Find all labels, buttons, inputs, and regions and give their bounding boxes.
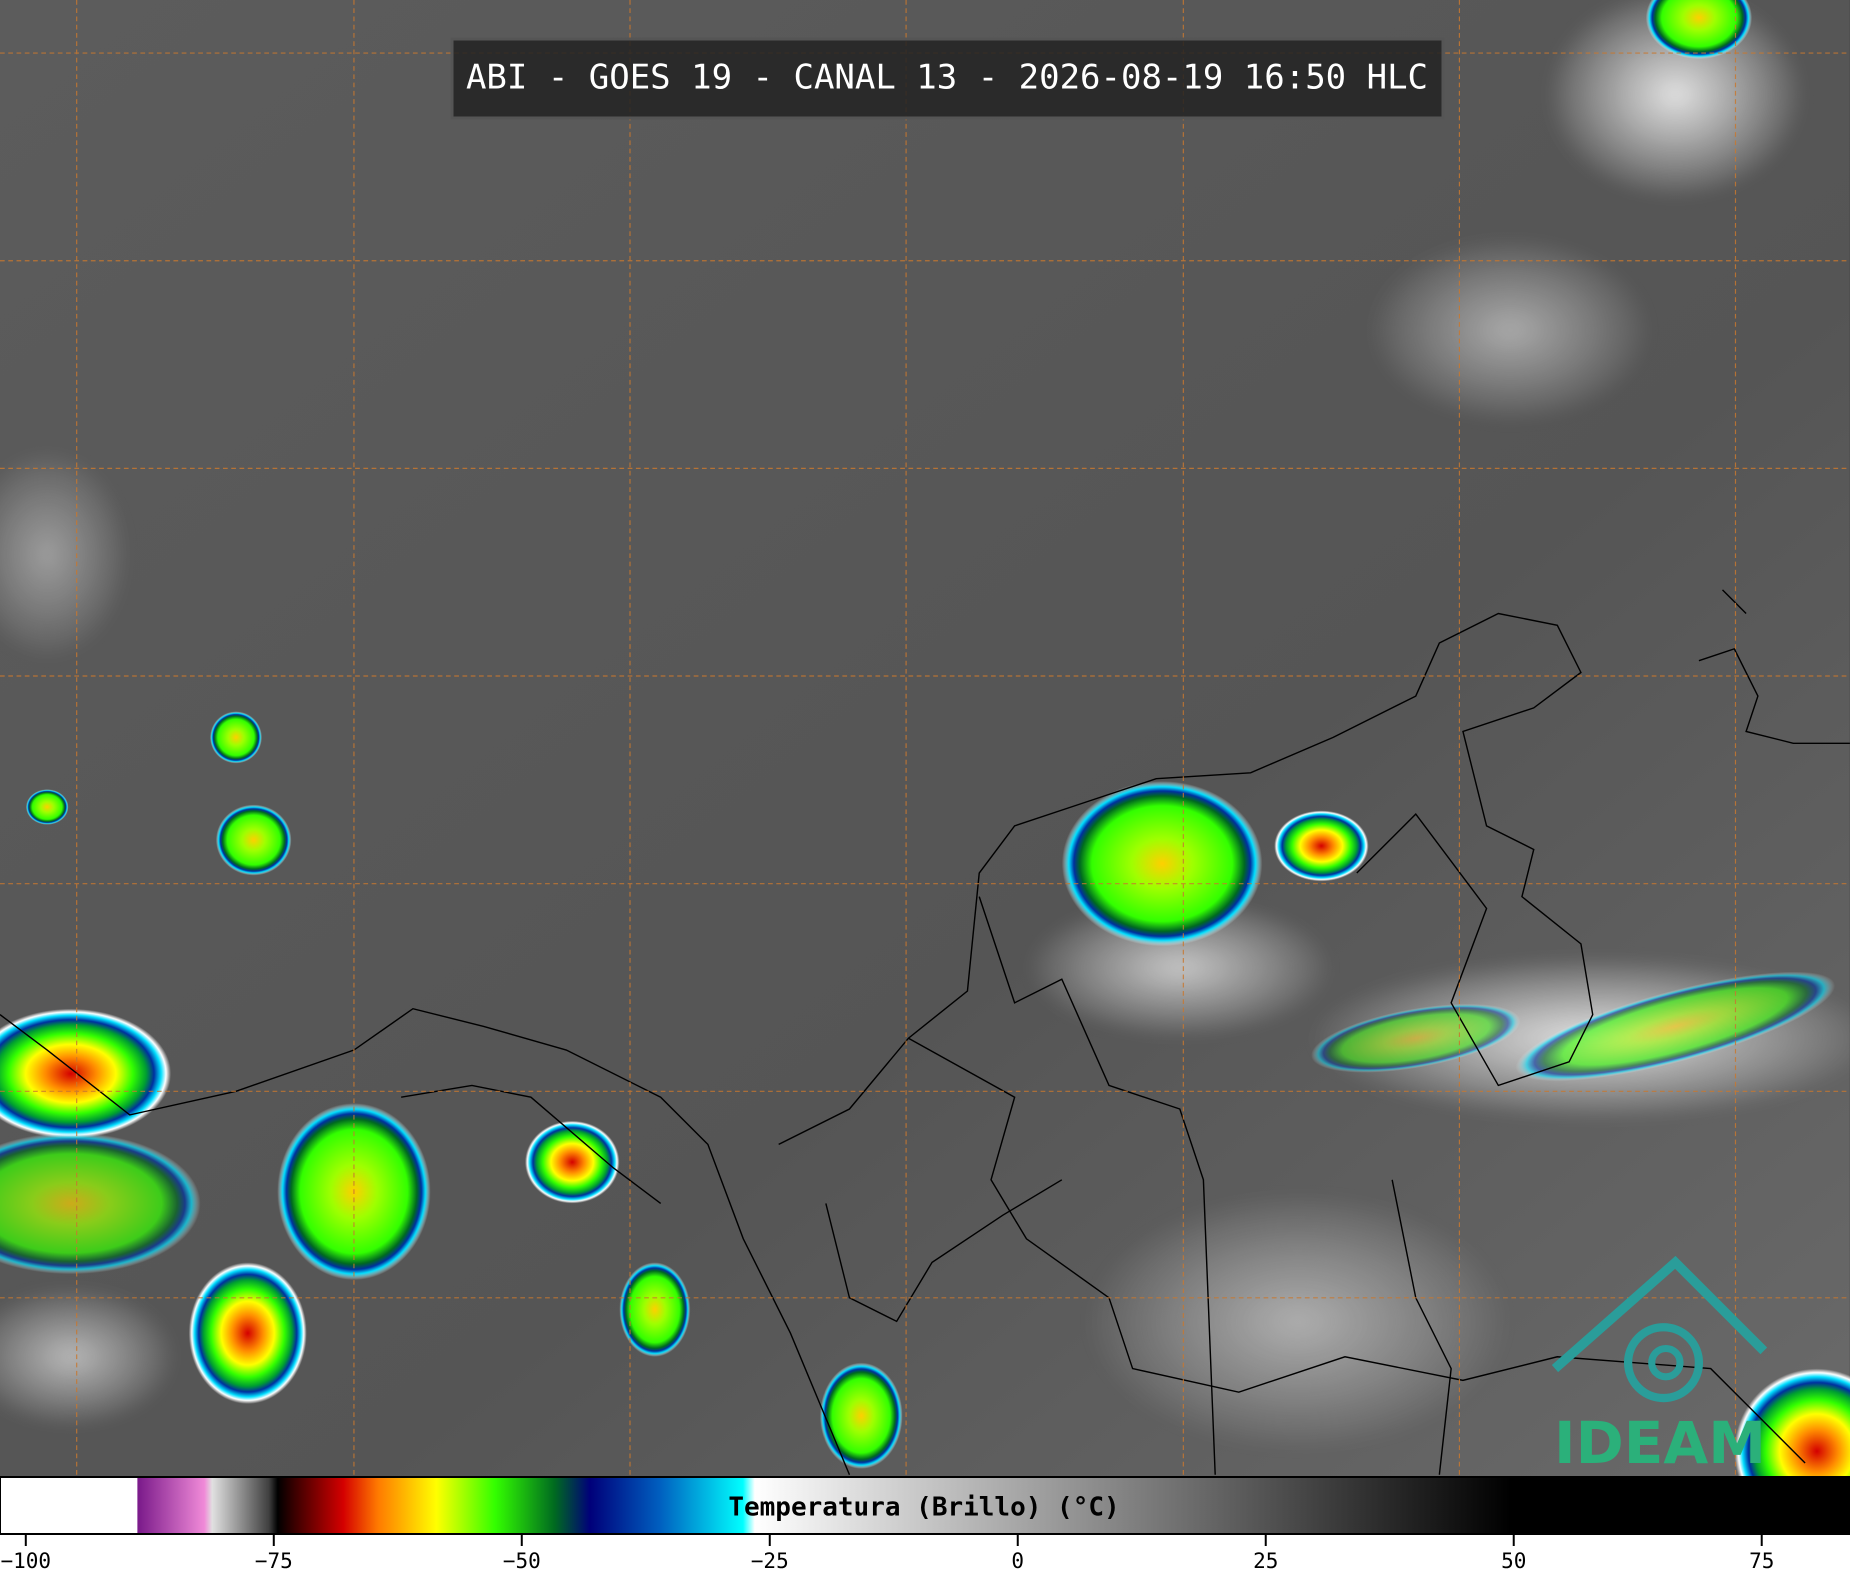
tick-label: −50 bbox=[503, 1549, 541, 1573]
map bbox=[0, 0, 1850, 1534]
title: ABI - GOES 19 - CANAL 13 - 2026-08-19 16… bbox=[466, 58, 1428, 98]
tick-label: 50 bbox=[1501, 1549, 1526, 1573]
colorbar-label: Temperatura (Brillo) (°C) bbox=[728, 1493, 1119, 1523]
logo-mark bbox=[1551, 1255, 1768, 1403]
colorbar bbox=[0, 1476, 1850, 1535]
coastlines bbox=[0, 589, 1850, 1476]
tick-label: −25 bbox=[751, 1549, 789, 1573]
tick-label: −100 bbox=[1, 1549, 52, 1573]
storms bbox=[0, 0, 1850, 1534]
title-box bbox=[450, 37, 1445, 120]
tick-label: 25 bbox=[1253, 1549, 1278, 1573]
colorbar-ticks: −100 −75 −50 −25 0 25 50 75 bbox=[1, 1534, 1774, 1573]
tick-label: 0 bbox=[1011, 1549, 1024, 1573]
clouds bbox=[0, 0, 1850, 1452]
background bbox=[0, 0, 1850, 1478]
graticule bbox=[0, 0, 1850, 1478]
tick-label: 75 bbox=[1749, 1549, 1774, 1573]
logo-text: IDEAM bbox=[1554, 1409, 1766, 1477]
tick-label: −75 bbox=[255, 1549, 293, 1573]
